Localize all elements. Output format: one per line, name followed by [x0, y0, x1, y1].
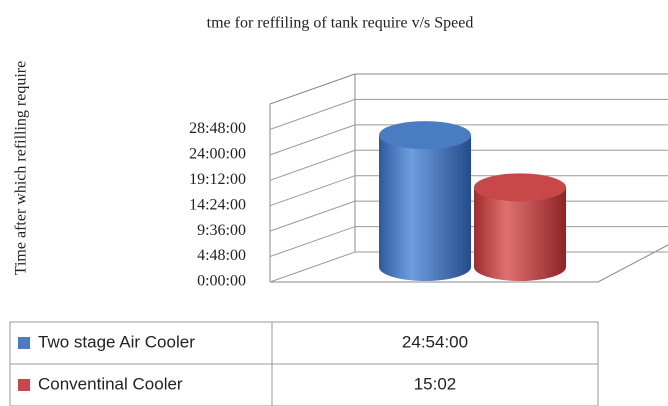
- chart-title: tme for reffiling of tank require v/s Sp…: [207, 15, 474, 32]
- cylinder-top: [474, 173, 566, 202]
- value-label: 24:54:00: [402, 332, 468, 351]
- value-label: 15:02: [414, 374, 457, 393]
- y-tick-label: 14:24:00: [189, 196, 246, 213]
- y-tick-label: 28:48:00: [189, 120, 246, 137]
- floor: [270, 244, 668, 283]
- cylinder-top: [379, 121, 471, 150]
- grid-line: [269, 149, 668, 181]
- grid-line: [269, 175, 668, 207]
- legend-label: Conventinal Cooler: [38, 374, 183, 393]
- side-wall: [269, 73, 356, 282]
- legend-swatch: [18, 337, 30, 349]
- y-axis-label: Time after which refilling require: [13, 61, 30, 275]
- legend-swatch: [18, 379, 30, 391]
- grid-line: [269, 124, 668, 156]
- legend-label: Two stage Air Cooler: [38, 332, 195, 351]
- y-tick-label: 0:00:00: [197, 273, 246, 290]
- y-tick-label: 4:48:00: [197, 247, 246, 264]
- cylinder: [379, 135, 471, 281]
- cylinder: [474, 187, 566, 281]
- y-tick-label: 19:12:00: [189, 171, 246, 188]
- grid-line: [269, 98, 668, 130]
- y-tick-label: 9:36:00: [197, 222, 246, 239]
- y-tick-label: 24:00:00: [189, 146, 246, 163]
